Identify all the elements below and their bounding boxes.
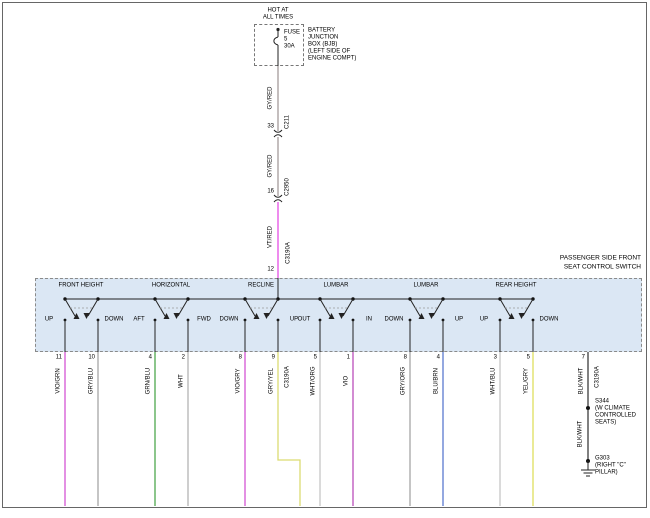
switch-group-lumbar-2 — [408, 297, 445, 352]
action-label: UP — [289, 316, 299, 323]
bjb-label-line: (LEFT SIDE OF — [308, 48, 351, 55]
hot-label-line1: HOT AT — [267, 7, 289, 14]
output-wires — [64, 352, 534, 506]
pin-number: 8 — [238, 354, 242, 361]
fuse-number: 5 — [284, 36, 288, 43]
connector-name: C2950 — [284, 178, 291, 196]
action-label: UP — [479, 316, 489, 323]
ground-label-line: (RIGHT "C" — [595, 462, 626, 469]
hot-label-line2: ALL TIMES — [262, 14, 294, 21]
switch-internal-bus — [65, 278, 533, 300]
connector-name: C3190A — [284, 366, 291, 388]
splice-name: S344 — [595, 398, 610, 405]
pin-number: 4 — [148, 354, 152, 361]
wire-color-label: YEL/GRY — [523, 368, 530, 394]
fuse-label: FUSE — [284, 29, 301, 36]
wire-color-label: GRY/BLU — [88, 367, 95, 395]
action-label: DOWN — [104, 316, 124, 323]
switch-group-horizontal — [153, 297, 190, 352]
ground-symbol — [581, 461, 595, 477]
switch-group-recline — [243, 297, 280, 352]
action-label: FWD — [197, 316, 211, 323]
group-name-lumbar-2: LUMBAR — [413, 282, 439, 289]
wire-color-label: GY/RED — [267, 154, 274, 178]
group-name-recline: RECLINE — [247, 282, 275, 289]
action-label: OUT — [297, 316, 311, 323]
wire-color-label: WHT/BLU — [490, 367, 497, 395]
fuse-symbol — [273, 27, 280, 66]
ground-label-line: PILLAR) — [595, 469, 618, 476]
action-label: UP — [454, 316, 464, 323]
wire-color-label: GY/RED — [267, 86, 274, 110]
action-label: AFT — [133, 316, 145, 323]
bjb-label-line: JUNCTION — [308, 34, 339, 41]
splice-label-line: SEATS) — [595, 419, 617, 426]
splice-label-line: (W CLIMATE — [595, 405, 630, 412]
bjb-label-line: BATTERY — [308, 27, 336, 34]
bjb-label-line: BOX (BJB) — [308, 41, 338, 48]
connector-name: C211 — [284, 115, 291, 129]
splice-label-line: CONTROLLED — [595, 412, 637, 419]
pin-number: 3 — [493, 354, 497, 361]
pin-number: 11 — [55, 354, 62, 361]
wire-color-label: BLK/WHT — [577, 420, 584, 448]
fuse-rating: 30A — [284, 43, 295, 50]
pin-number: 1 — [346, 354, 350, 361]
switch-group-front-height — [63, 297, 100, 352]
component-title-line2: SEAT CONTROL SWITCH — [563, 263, 641, 271]
group-name-rear-height: REAR HEIGHT — [495, 282, 537, 289]
action-label: DOWN — [219, 316, 239, 323]
wire-color-label: VT/RED — [267, 225, 274, 249]
group-name-front-height: FRONT HEIGHT — [58, 282, 104, 289]
action-label: IN — [366, 316, 372, 323]
switch-group-lumbar-1 — [318, 297, 355, 352]
connector-name: C3190A — [285, 242, 292, 264]
wire-color-label: BLK/WHT — [578, 367, 585, 395]
connector-pin: 16 — [267, 188, 274, 195]
pin-number: 10 — [88, 354, 95, 361]
wire-color-label: VIO/GRY — [235, 368, 242, 394]
splice-dot — [586, 406, 590, 410]
wire-color-label: VIO — [343, 375, 350, 387]
ground-branch — [581, 352, 595, 477]
pin-number: 5 — [313, 354, 317, 361]
wire-color-label: GRN/BLU — [145, 367, 152, 395]
feed-wires — [273, 66, 283, 278]
connector-pin: 12 — [267, 266, 274, 273]
pin-number: 5 — [526, 354, 530, 361]
wire-color-label: WHT/ORG — [310, 366, 317, 396]
pin-number: 2 — [181, 354, 185, 361]
wire-color-label: WHT — [178, 374, 185, 388]
action-label: DOWN — [384, 316, 404, 323]
switch-group-rear-height — [498, 297, 535, 352]
wire-color-label: VIO/GRN — [55, 368, 62, 394]
pin-number: 7 — [581, 354, 585, 361]
page-border — [2, 2, 647, 508]
pin-number: 8 — [403, 354, 407, 361]
connector-name: C3190A — [594, 366, 601, 388]
component-title-line1: PASSENGER SIDE FRONT — [559, 254, 641, 262]
wire-color-label: GRY/YEL — [268, 368, 275, 394]
wire-color-label: BLU/BRN — [433, 367, 440, 395]
wire-color-label: GRY/ORG — [400, 366, 407, 396]
group-name-horizontal: HORIZONTAL — [151, 282, 191, 289]
pin-number: 9 — [271, 354, 275, 361]
fuse-box — [254, 24, 304, 66]
ground-name: G303 — [595, 455, 610, 462]
action-label: UP — [44, 316, 54, 323]
bjb-label-line: ENGINE COMPT) — [308, 55, 357, 62]
group-name-lumbar-1: LUMBAR — [323, 282, 349, 289]
action-label: DOWN — [539, 316, 559, 323]
pin-number: 4 — [436, 354, 440, 361]
seat-control-switch-box — [35, 278, 642, 352]
connector-pin: 33 — [267, 123, 274, 130]
